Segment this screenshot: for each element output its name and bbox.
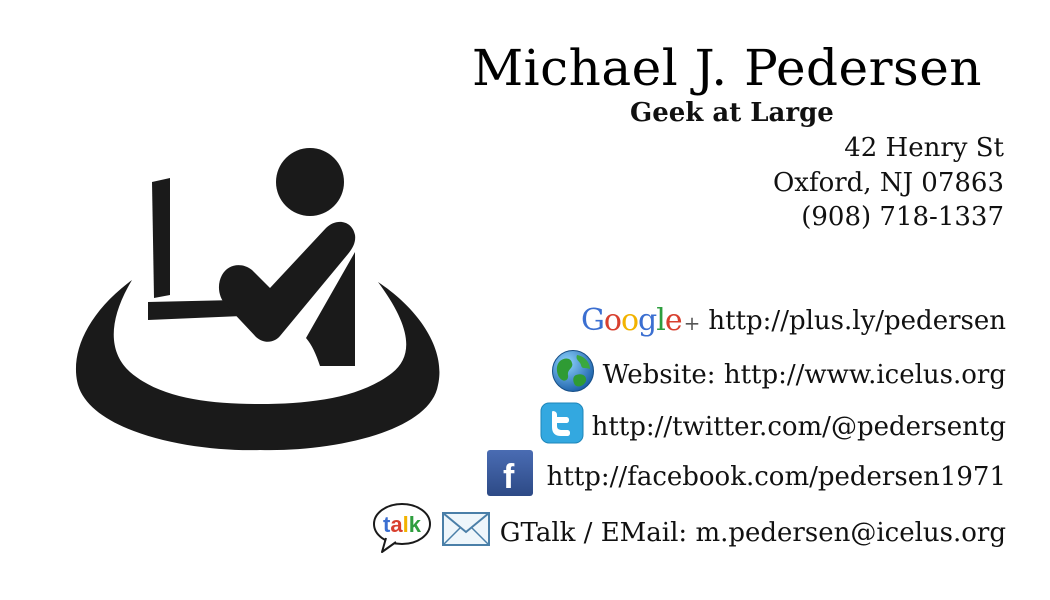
card-tagline: Geek at Large bbox=[630, 98, 834, 128]
google-logo-plus: + bbox=[683, 311, 701, 335]
person-at-computer-logo bbox=[75, 148, 440, 451]
globe-icon bbox=[551, 349, 595, 400]
logo-monitor bbox=[152, 178, 170, 298]
google-logo-letter: G bbox=[580, 303, 605, 338]
contact-twitter[interactable]: http://twitter.com/@pedersentg bbox=[540, 402, 1006, 451]
facebook-link[interactable]: http://facebook.com/pedersen1971 bbox=[546, 461, 1006, 492]
contact-facebook[interactable]: f http://facebook.com/pedersen1971 bbox=[486, 450, 1006, 503]
gtalk-icon: talk bbox=[372, 502, 432, 563]
contact-google-plus[interactable]: Google + http://plus.ly/pedersen bbox=[581, 303, 1006, 338]
logo-arm bbox=[218, 221, 356, 342]
facebook-logo-letter: f bbox=[503, 458, 515, 496]
address-phone[interactable]: (908) 718-1337 bbox=[801, 202, 1004, 232]
logo-desk bbox=[148, 300, 242, 320]
contact-website[interactable]: Website: http://www.icelus.org bbox=[551, 349, 1006, 400]
twitter-link[interactable]: http://twitter.com/@pedersentg bbox=[591, 411, 1006, 442]
google-logo-letter: g bbox=[638, 303, 657, 338]
address-city: Oxford, NJ 07863 bbox=[772, 167, 1004, 198]
twitter-icon bbox=[540, 402, 584, 451]
card-name: Michael J. Pedersen bbox=[471, 39, 982, 97]
google-logo-letter: o bbox=[620, 303, 639, 338]
logo-head bbox=[276, 148, 344, 216]
envelope-icon bbox=[441, 512, 490, 553]
address-street: 42 Henry St bbox=[844, 133, 1004, 163]
address-block: 42 Henry St Oxford, NJ 07863 (908) 718-1… bbox=[773, 131, 1004, 235]
google-logo-letter: e bbox=[664, 303, 683, 338]
website-link[interactable]: Website: http://www.icelus.org bbox=[602, 359, 1006, 390]
logo-torso bbox=[306, 252, 355, 366]
google-plus-link[interactable]: http://plus.ly/pedersen bbox=[708, 305, 1006, 336]
logo-swoosh bbox=[75, 280, 440, 451]
google-logo-letter: l bbox=[656, 303, 666, 338]
google-plus-icon: Google + bbox=[581, 303, 700, 338]
google-logo-letter: o bbox=[603, 303, 622, 338]
email-link[interactable]: GTalk / EMail: m.pedersen@icelus.org bbox=[499, 517, 1006, 548]
facebook-icon: f bbox=[486, 450, 533, 503]
svg-text:talk: talk bbox=[383, 512, 422, 537]
contact-gtalk-email[interactable]: talk GTalk / EMail: m.pedersen@icelus.or… bbox=[372, 502, 1006, 563]
